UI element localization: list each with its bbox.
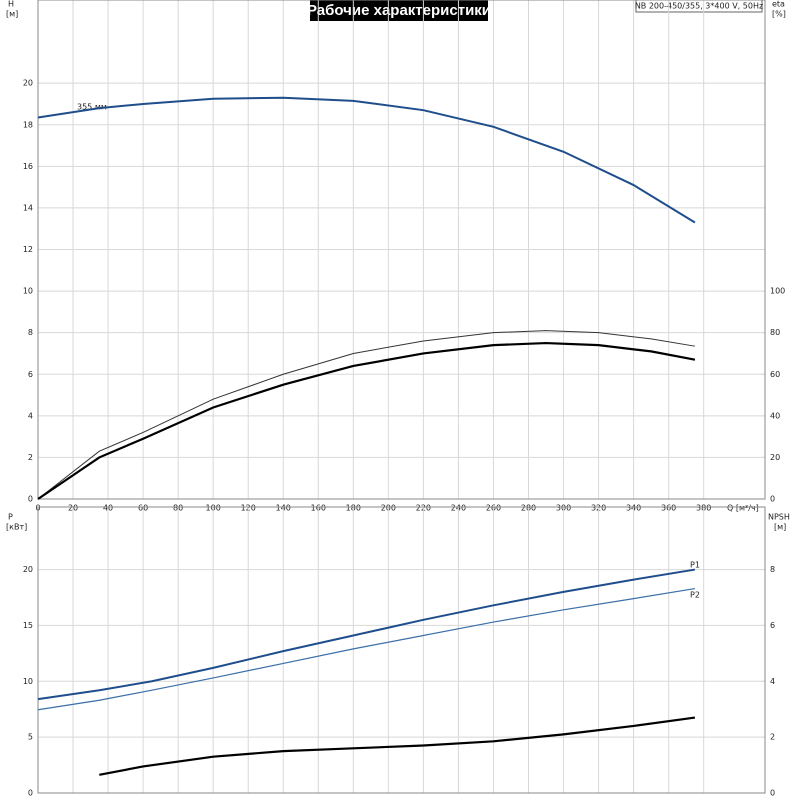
chart-title: Рабочие характеристики xyxy=(307,2,491,19)
curve xyxy=(37,587,696,711)
curve xyxy=(37,341,696,500)
y2-tick-label: 100 xyxy=(770,287,785,296)
y2-tick-label: 40 xyxy=(770,411,780,420)
plot-frame xyxy=(37,506,766,794)
y-tick-label: 8 xyxy=(28,328,33,337)
y-label: P xyxy=(8,513,13,522)
y-tick-label: 20 xyxy=(23,565,33,574)
curve xyxy=(37,96,696,224)
y-tick-label: 20 xyxy=(23,79,33,88)
y2-tick-label: 4 xyxy=(770,677,775,686)
y2-tick-label: 2 xyxy=(770,733,775,742)
title-box xyxy=(310,0,488,21)
plot-frame xyxy=(37,0,766,500)
y-tick-label: 5 xyxy=(28,733,33,742)
y-tick-label: 10 xyxy=(23,677,33,686)
y-tick-label: 6 xyxy=(28,370,33,379)
y2-tick-label: 60 xyxy=(770,370,780,379)
y2-tick-label: 20 xyxy=(770,453,780,462)
y-tick-label: 15 xyxy=(23,621,33,630)
curve xyxy=(99,716,696,776)
y-tick-label: 10 xyxy=(23,287,33,296)
x-label: Q [м³/ч] xyxy=(727,504,759,513)
y2-tick-label: 0 xyxy=(770,495,775,504)
curve xyxy=(37,568,696,701)
y-tick-label: 12 xyxy=(23,245,33,254)
y-tick-label: 14 xyxy=(23,203,33,212)
legend-label: P2 xyxy=(690,591,700,600)
y2-tick-label: 80 xyxy=(770,328,780,337)
curve xyxy=(37,330,696,500)
subtitle-box xyxy=(635,0,763,13)
y2-unit: [%] xyxy=(772,10,786,19)
y2-tick-label: 0 xyxy=(770,789,775,798)
y-unit: [кВт] xyxy=(6,523,27,532)
y2-label: eta xyxy=(772,0,785,9)
legend-label: P1 xyxy=(690,561,700,570)
y2-tick-label: 6 xyxy=(770,621,775,630)
y2-tick-label: 8 xyxy=(770,565,775,574)
annotation: 355 мм xyxy=(77,103,107,112)
y-tick-label: 0 xyxy=(28,789,33,798)
y-tick-label: 2 xyxy=(28,453,33,462)
y-unit: [м] xyxy=(6,10,18,19)
y-label: H xyxy=(8,0,14,9)
y-tick-label: 16 xyxy=(23,162,33,171)
y-tick-label: 4 xyxy=(28,411,33,420)
y-tick-label: 18 xyxy=(23,120,33,129)
y2-label: NPSH xyxy=(768,513,790,522)
chart-subtitle: NB 200-450/355, 3*400 V, 50Hz xyxy=(635,2,763,11)
y2-unit: [м] xyxy=(774,523,786,532)
y-tick-label: 0 xyxy=(28,495,33,504)
